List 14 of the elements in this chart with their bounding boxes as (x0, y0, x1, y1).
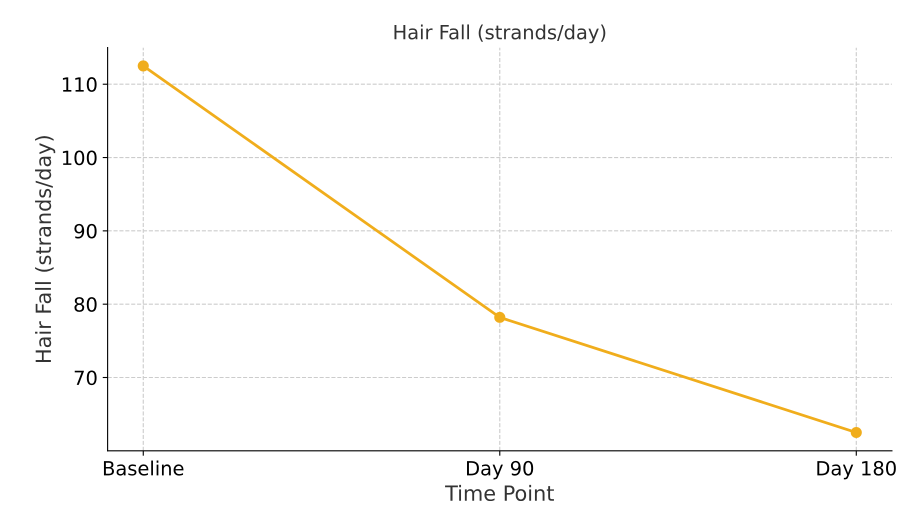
y-tick-label: 110 (62, 77, 97, 92)
y-tick-label: 80 (74, 297, 97, 312)
chart-title: Hair Fall (strands/day) (394, 24, 606, 44)
x-tick-label: Day 90 (467, 460, 534, 480)
y-axis-title: Hair Fall (strands/day) (35, 136, 56, 362)
point (850, 426, 862, 438)
x-tick-label: Day 180 (817, 460, 896, 480)
y-tick-label: 90 (74, 224, 97, 239)
x-tick-label: Baseline (104, 460, 184, 476)
y-tick-label: 70 (74, 370, 97, 386)
x-axis-title: Time Point (445, 484, 554, 502)
y-tick-label: 100 (62, 150, 97, 166)
point (494, 312, 506, 323)
point (138, 60, 149, 72)
